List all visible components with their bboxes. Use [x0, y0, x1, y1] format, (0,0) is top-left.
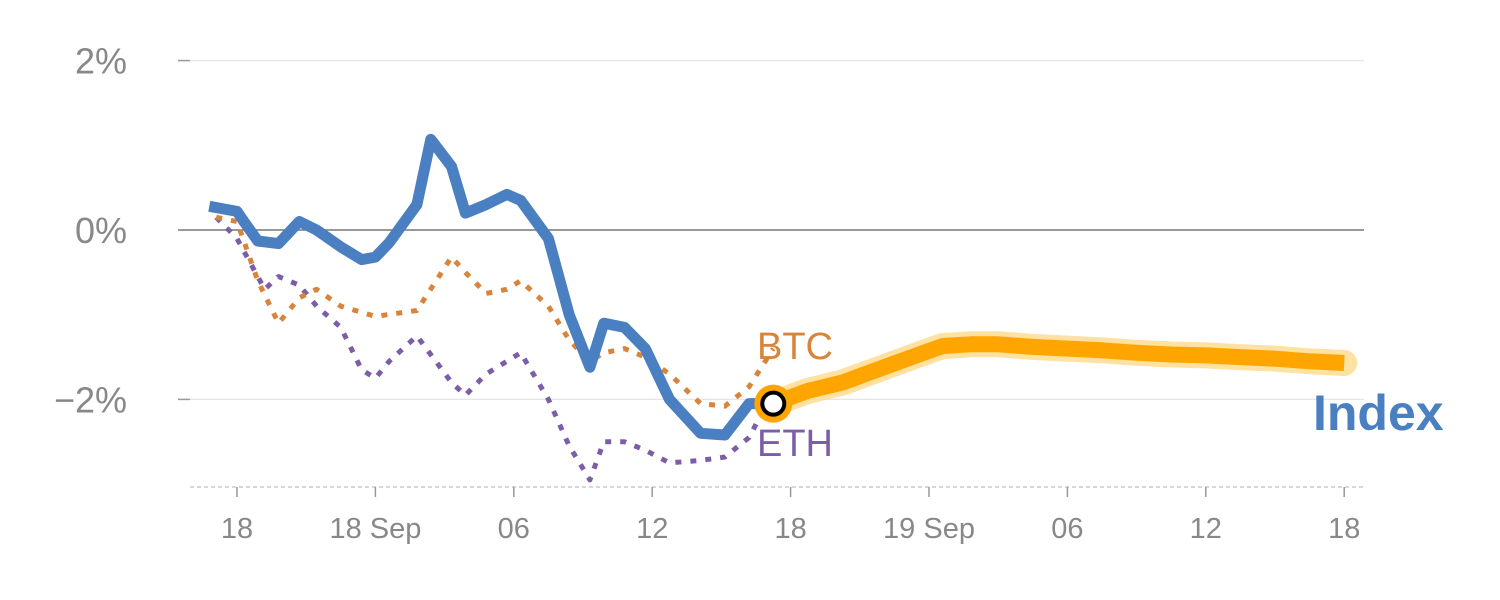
- x-tick-label: 12: [1190, 513, 1222, 545]
- x-tick-label: 19 Sep: [883, 513, 975, 545]
- x-tick-label: 18: [774, 513, 806, 545]
- y-tick-label: −2%: [54, 379, 127, 420]
- x-tick-label: 18: [1328, 513, 1360, 545]
- forecast-line: [770, 336, 1345, 412]
- x-tick-label: 06: [498, 513, 530, 545]
- btc-series-label: BTC: [757, 326, 833, 368]
- eth-series-label: ETH: [757, 423, 833, 465]
- x-tick-label: 18 Sep: [329, 513, 421, 545]
- y-tick-label: 2%: [75, 41, 127, 82]
- btc-line: [215, 214, 776, 409]
- eth-line: [214, 215, 776, 483]
- current-marker-dot: [760, 390, 787, 417]
- y-axis-ticks: 2% 0% −2%: [54, 41, 127, 421]
- x-tick-label: 18: [221, 513, 253, 545]
- index-series-label: Index: [1313, 385, 1444, 441]
- x-tick-label: 12: [636, 513, 668, 545]
- index-line: [208, 133, 774, 441]
- x-tick-label: 06: [1051, 513, 1083, 545]
- x-axis-ticks: 18 18 Sep 06 12 18 19 Sep 06 12 18: [221, 487, 1360, 545]
- y-tick-label: 0%: [75, 210, 127, 251]
- marker-layer: [754, 384, 793, 423]
- series-layer: [208, 133, 1358, 483]
